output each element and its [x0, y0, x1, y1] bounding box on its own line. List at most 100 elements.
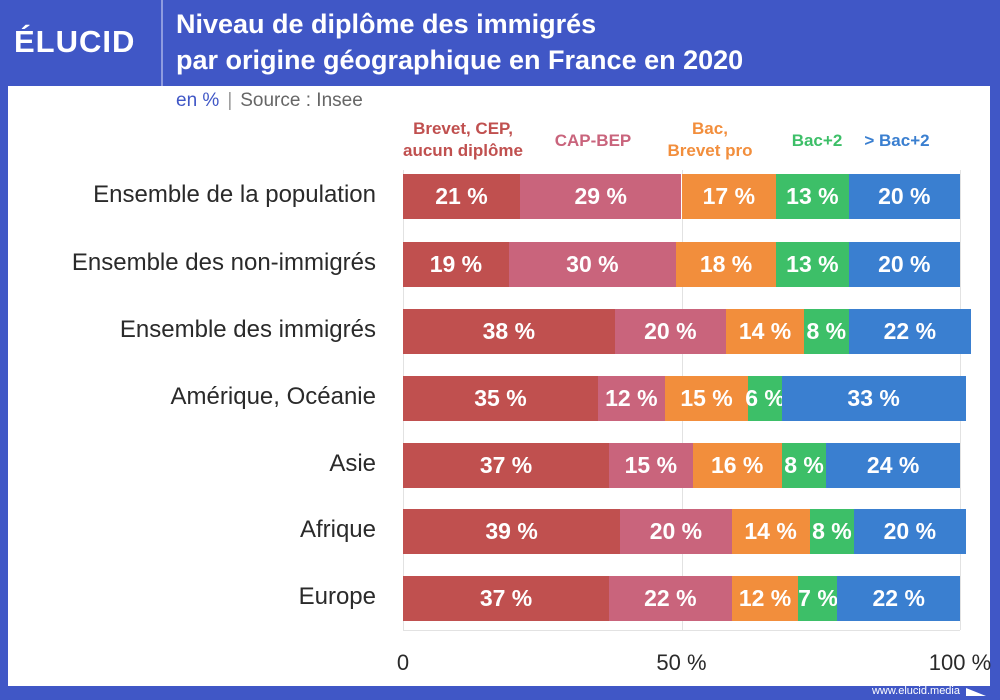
data-label: 20 %: [883, 517, 937, 544]
chart-subtitle: en % | Source : Insee: [176, 90, 363, 112]
data-label: 15 %: [680, 384, 733, 411]
data-label: 37 %: [479, 584, 533, 611]
elucid-logo: ÉLUCID: [14, 24, 136, 59]
data-label: 13 %: [786, 182, 839, 209]
title-line-1: Niveau de diplôme des immigrés: [176, 9, 597, 39]
data-label: 12 %: [738, 584, 792, 611]
bar-segment: 13 %: [776, 241, 849, 287]
legend-text: aucun diplôme: [403, 141, 523, 160]
category-label: Ensemble de la population: [93, 181, 376, 208]
bar-segment: 7 %: [798, 575, 838, 621]
bar-segment: 38 %: [403, 308, 615, 354]
bar-segment: 22 %: [837, 575, 960, 621]
data-label: 22 %: [644, 584, 697, 611]
bar-segment: 12 %: [597, 375, 665, 421]
bar-segment: 20 %: [848, 241, 960, 287]
bar-segment: 20 %: [614, 308, 727, 354]
data-label: 18 %: [699, 250, 753, 277]
legend-text: CAP-BEP: [554, 131, 632, 150]
category-label: Europe: [298, 583, 376, 610]
data-label: 24 %: [866, 451, 920, 478]
legend-text: Brevet pro: [667, 141, 753, 160]
legend-item: Bac+2: [792, 130, 843, 152]
subtitle-separator: |: [227, 90, 233, 111]
data-label: 12 %: [605, 384, 658, 411]
data-label: 16 %: [710, 451, 764, 478]
data-label: 20 %: [649, 517, 703, 544]
x-tick-label: 100 %: [928, 650, 992, 675]
elucid-flag-icon: [966, 688, 986, 696]
data-label: 13 %: [786, 250, 839, 277]
bar-segment: 24 %: [826, 442, 960, 488]
data-label: 39 %: [485, 517, 538, 544]
data-label: 21 %: [435, 182, 488, 209]
bar-segment: 15 %: [664, 375, 749, 421]
data-label: 38 %: [482, 317, 536, 344]
data-label: 14 %: [744, 517, 797, 544]
legend-item: Brevet, CEP, aucun diplôme: [403, 118, 523, 162]
data-label: 29 %: [574, 182, 627, 209]
data-label: 20 %: [644, 317, 697, 344]
bar-segment: 14 %: [726, 308, 805, 354]
source-label: Source : Insee: [240, 90, 363, 111]
bar-segment: 12 %: [731, 575, 799, 621]
x-tick-label: 0: [396, 650, 410, 675]
data-label: 30 %: [566, 250, 619, 277]
data-label: 17 %: [702, 182, 756, 209]
data-label: 8 %: [784, 451, 824, 478]
bar-segment: 17 %: [681, 173, 777, 219]
bar-segment: 8 %: [804, 308, 849, 354]
data-label: 22 %: [883, 317, 937, 344]
bar-segment: 20 %: [620, 508, 732, 554]
data-label: 6 %: [745, 384, 785, 411]
legend-text: Brevet, CEP,: [413, 119, 513, 138]
data-label: 15 %: [624, 451, 678, 478]
category-label: Afrique: [299, 516, 376, 543]
bar-segment: 37 %: [403, 575, 610, 621]
bar-segment: 33 %: [781, 375, 966, 421]
legend-text: Bac,: [692, 119, 728, 138]
bar-segment: 13 %: [776, 173, 849, 219]
category-label: Asie: [329, 450, 376, 477]
category-label: Amérique, Océanie: [170, 383, 376, 410]
data-label: 7 %: [798, 584, 838, 611]
bar-segment: 30 %: [508, 241, 676, 287]
data-label: 33 %: [847, 384, 900, 411]
legend-item: CAP-BEP: [555, 130, 632, 152]
x-axis-line: [403, 630, 960, 631]
bar-segment: 19 %: [403, 241, 509, 287]
category-label: Ensemble des non-immigrés: [71, 249, 376, 276]
x-tick-label: 50 %: [656, 650, 707, 675]
bar-segment: 37 %: [403, 442, 610, 488]
bar-segment: 21 %: [403, 173, 520, 219]
category-label: Ensemble des immigrés: [119, 316, 376, 343]
bar-segment: 15 %: [609, 442, 693, 488]
bar-segment: 18 %: [675, 241, 777, 287]
data-label: 19 %: [429, 250, 483, 277]
data-label: 37 %: [479, 451, 533, 478]
bar-segment: 20 %: [848, 173, 960, 219]
legend-item: > Bac+2: [864, 130, 929, 152]
unit-label: en %: [176, 90, 220, 111]
data-label: 22 %: [872, 584, 925, 611]
bar-segment: 8 %: [809, 508, 855, 554]
legend-text: > Bac+2: [864, 131, 930, 150]
bar-segment: 16 %: [692, 442, 782, 488]
data-label: 8 %: [812, 517, 852, 544]
bar-segment: 35 %: [403, 375, 598, 421]
bar-segment: 8 %: [781, 442, 827, 488]
title-line-2: par origine géographique en France en 20…: [176, 45, 744, 75]
header-divider: [161, 0, 163, 86]
bar-segment: 29 %: [519, 173, 682, 219]
bar-segment: 14 %: [731, 508, 810, 554]
bar-segment: 39 %: [403, 508, 621, 554]
chart-title: Niveau de diplôme des immigrés par origi…: [176, 6, 743, 78]
footer-url[interactable]: www.elucid.media: [871, 685, 960, 697]
legend-text: Bac+2: [791, 131, 843, 150]
bar-segment: 6 %: [745, 375, 785, 421]
bar-segment: 20 %: [854, 508, 966, 554]
data-label: 35 %: [474, 384, 527, 411]
bar-segment: 22 %: [848, 308, 972, 354]
data-label: 8 %: [806, 317, 847, 344]
data-label: 20 %: [878, 250, 931, 277]
